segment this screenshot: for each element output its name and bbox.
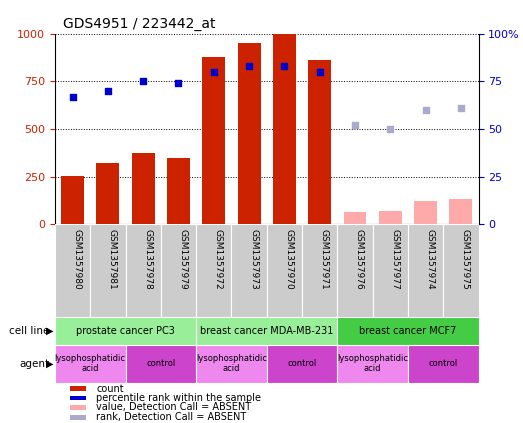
Bar [167, 158, 190, 224]
Bar [337, 224, 372, 317]
Text: GSM1357978: GSM1357978 [143, 229, 152, 290]
Bar [267, 224, 302, 317]
Bar [267, 345, 337, 383]
Point [386, 126, 394, 132]
Bar [273, 34, 296, 224]
Text: GSM1357974: GSM1357974 [426, 229, 435, 289]
Bar [196, 345, 267, 383]
Bar [414, 201, 437, 224]
Bar [55, 317, 196, 345]
Text: GSM1357976: GSM1357976 [355, 229, 364, 290]
Text: ▶: ▶ [47, 326, 54, 336]
Text: control: control [146, 359, 175, 368]
Text: percentile rank within the sample: percentile rank within the sample [96, 393, 262, 403]
Text: agent: agent [19, 359, 50, 369]
Text: control: control [429, 359, 458, 368]
Text: control: control [288, 359, 316, 368]
Text: GSM1357971: GSM1357971 [320, 229, 328, 290]
Bar [61, 176, 84, 224]
Point [69, 93, 77, 100]
Text: count: count [96, 384, 124, 394]
Bar [70, 396, 86, 401]
Bar [237, 44, 260, 224]
Text: prostate cancer PC3: prostate cancer PC3 [76, 326, 175, 336]
Text: cell line: cell line [9, 326, 50, 336]
Point [139, 78, 147, 85]
Bar [161, 224, 196, 317]
Bar [408, 345, 479, 383]
Text: GSM1357980: GSM1357980 [73, 229, 82, 290]
Text: GSM1357979: GSM1357979 [178, 229, 187, 290]
Point [315, 69, 324, 75]
Bar [96, 163, 119, 224]
Text: breast cancer MDA-MB-231: breast cancer MDA-MB-231 [200, 326, 334, 336]
Bar [231, 224, 267, 317]
Bar [196, 317, 337, 345]
Bar [55, 224, 90, 317]
Bar [302, 224, 337, 317]
Text: rank, Detection Call = ABSENT: rank, Detection Call = ABSENT [96, 412, 247, 423]
Point [174, 80, 183, 87]
Bar [449, 200, 472, 224]
Bar [132, 153, 155, 224]
Bar [202, 57, 225, 224]
Text: GSM1357972: GSM1357972 [214, 229, 223, 289]
Text: GSM1357975: GSM1357975 [461, 229, 470, 290]
Bar [379, 211, 402, 224]
Text: lysophosphatidic
acid: lysophosphatidic acid [196, 354, 267, 374]
Bar [70, 387, 86, 391]
Bar [372, 224, 408, 317]
Text: GSM1357970: GSM1357970 [285, 229, 293, 290]
Bar [308, 60, 331, 224]
Text: GSM1357981: GSM1357981 [108, 229, 117, 290]
Bar [126, 224, 161, 317]
Point [280, 63, 289, 70]
Text: lysophosphatidic
acid: lysophosphatidic acid [55, 354, 126, 374]
Text: ▶: ▶ [47, 359, 54, 369]
Bar [55, 345, 126, 383]
Bar [408, 224, 443, 317]
Text: GSM1357973: GSM1357973 [249, 229, 258, 290]
Point [457, 105, 465, 112]
Point [210, 69, 218, 75]
Bar [70, 405, 86, 410]
Text: breast cancer MCF7: breast cancer MCF7 [359, 326, 457, 336]
Point [245, 63, 253, 70]
Text: value, Detection Call = ABSENT: value, Detection Call = ABSENT [96, 402, 252, 412]
Text: GDS4951 / 223442_at: GDS4951 / 223442_at [63, 17, 216, 31]
Bar [90, 224, 126, 317]
Bar [443, 224, 479, 317]
Text: GSM1357977: GSM1357977 [390, 229, 399, 290]
Bar [344, 212, 367, 224]
Bar [337, 317, 479, 345]
Bar [196, 224, 231, 317]
Text: lysophosphatidic
acid: lysophosphatidic acid [337, 354, 408, 374]
Point [104, 88, 112, 94]
Bar [337, 345, 408, 383]
Point [422, 107, 430, 113]
Point [351, 122, 359, 129]
Bar [126, 345, 196, 383]
Bar [70, 415, 86, 420]
